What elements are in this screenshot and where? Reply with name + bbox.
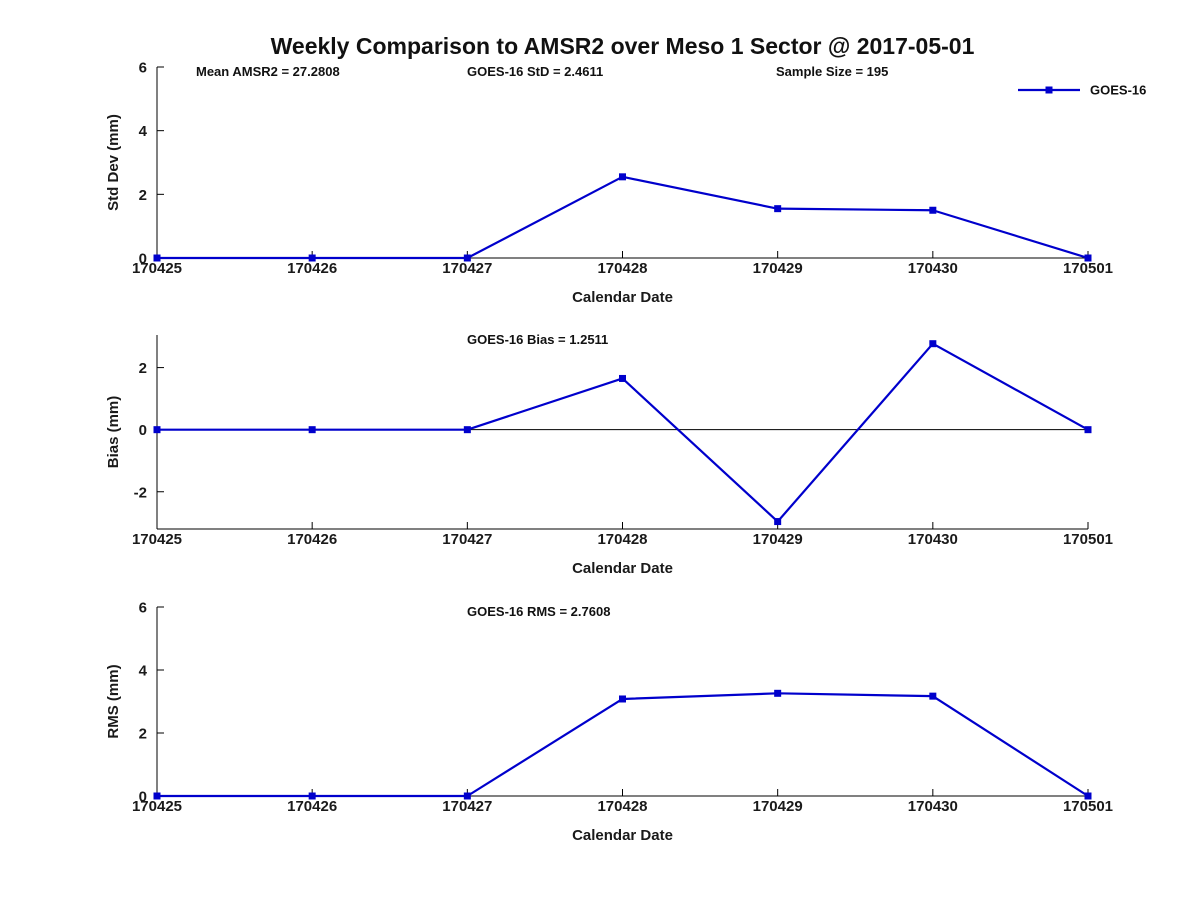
data-marker	[929, 692, 937, 700]
x-axis-title: Calendar Date	[572, 560, 673, 577]
legend-marker-sample	[1045, 86, 1053, 94]
x-tick-label: 170501	[1063, 531, 1113, 548]
x-tick-label: 170425	[132, 531, 182, 548]
x-tick-label: 170429	[753, 531, 803, 548]
data-marker	[929, 206, 937, 214]
data-marker	[774, 518, 782, 526]
x-tick-label: 170425	[132, 260, 182, 277]
x-tick-label: 170430	[908, 798, 958, 815]
y-tick-label: 2	[139, 360, 147, 377]
data-marker	[308, 792, 316, 800]
x-tick-label: 170429	[753, 260, 803, 277]
data-marker	[463, 792, 471, 800]
data-marker	[774, 689, 782, 697]
data-marker	[1084, 792, 1092, 800]
y-tick-label: 4	[139, 663, 148, 680]
y-axis-title: RMS (mm)	[105, 664, 122, 738]
figure-title: Weekly Comparison to AMSR2 over Meso 1 S…	[270, 33, 975, 59]
data-marker	[619, 173, 626, 181]
y-axis-title: Bias (mm)	[105, 396, 122, 469]
x-axis-title: Calendar Date	[572, 289, 673, 306]
stat-annotation: Mean AMSR2 = 27.2808	[196, 64, 340, 79]
x-tick-label: 170501	[1063, 798, 1113, 815]
data-marker	[929, 340, 937, 348]
data-line	[157, 175, 1089, 260]
x-tick-label: 170426	[287, 798, 337, 815]
x-tick-label: 170428	[597, 531, 647, 548]
x-tick-label: 170427	[442, 798, 492, 815]
stat-annotation: Sample Size = 195	[776, 64, 888, 79]
legend-label: GOES-16	[1090, 83, 1146, 98]
x-tick-label: 170425	[132, 798, 182, 815]
y-tick-label: 4	[139, 123, 148, 140]
data-marker	[619, 374, 626, 382]
y-tick-label: 2	[139, 726, 147, 743]
y-tick-label: 2	[139, 187, 147, 204]
x-tick-label: 170426	[287, 260, 337, 277]
data-marker	[153, 426, 161, 434]
data-marker	[153, 792, 161, 800]
x-tick-label: 170429	[753, 798, 803, 815]
x-axis-title: Calendar Date	[572, 827, 673, 844]
x-tick-label: 170426	[287, 531, 337, 548]
x-tick-label: 170427	[442, 531, 492, 548]
y-tick-label: -2	[134, 484, 147, 501]
x-tick-label: 170428	[597, 260, 647, 277]
stat-annotation: GOES-16 RMS = 2.7608	[467, 604, 610, 619]
y-tick-label: 6	[139, 60, 147, 77]
data-marker	[463, 426, 471, 434]
x-tick-label: 170430	[908, 260, 958, 277]
data-marker	[308, 426, 316, 434]
y-tick-label: 0	[139, 422, 147, 439]
y-tick-label: 0	[139, 789, 147, 806]
data-marker	[774, 205, 782, 213]
y-axis-title: Std Dev (mm)	[105, 114, 122, 211]
data-marker	[1084, 426, 1092, 434]
x-tick-label: 170501	[1063, 260, 1113, 277]
y-tick-label: 6	[139, 600, 147, 617]
data-marker	[308, 254, 316, 262]
x-tick-label: 170427	[442, 260, 492, 277]
data-line	[157, 342, 1089, 523]
data-marker	[463, 254, 471, 262]
data-marker	[619, 695, 626, 703]
stat-annotation: GOES-16 Bias = 1.2511	[467, 332, 608, 347]
x-tick-label: 170430	[908, 531, 958, 548]
x-tick-label: 170428	[597, 798, 647, 815]
y-tick-label: 0	[139, 251, 147, 268]
data-marker	[153, 254, 161, 262]
data-marker	[1084, 254, 1092, 262]
data-line	[157, 692, 1089, 798]
stat-annotation: GOES-16 StD = 2.4611	[467, 64, 603, 79]
